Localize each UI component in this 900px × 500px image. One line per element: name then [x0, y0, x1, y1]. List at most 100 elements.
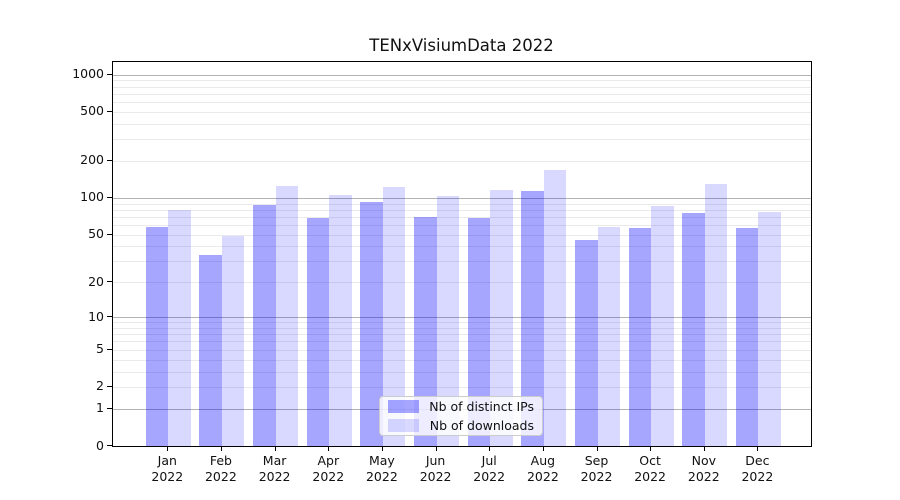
bar-downloads-jul	[490, 189, 513, 446]
x-tick-label-mar: Mar 2022	[258, 453, 291, 484]
y-tick-label: 10	[88, 308, 104, 324]
legend-item-distinct-ips: Nb of distinct IPs	[388, 399, 534, 414]
x-tick-mark	[703, 446, 705, 451]
gridline-minor	[113, 93, 811, 95]
y-tick-label: 0	[96, 437, 104, 453]
gridline-minor	[113, 216, 811, 218]
plot-area: Nb of distinct IPs Nb of downloads	[112, 61, 812, 447]
x-tick-mark	[167, 446, 169, 451]
x-tick-mark	[757, 446, 759, 451]
x-tick-mark	[650, 446, 652, 451]
gridline-minor	[113, 209, 811, 211]
x-tick-label-oct: Oct 2022	[634, 453, 666, 484]
bar-distinct-ips-feb	[199, 254, 222, 446]
y-tick-mark	[107, 159, 112, 161]
legend-swatch-distinct-ips	[388, 400, 419, 413]
gridline-minor	[113, 341, 811, 343]
x-tick-label-jun: Jun 2022	[419, 453, 452, 484]
y-tick-label: 1	[96, 399, 104, 415]
bar-downloads-nov	[704, 183, 728, 446]
chart-title: TENxVisiumData 2022	[369, 36, 554, 55]
x-tick-mark	[274, 446, 276, 451]
x-tick-mark	[542, 446, 544, 451]
bar-downloads-mar	[275, 185, 299, 446]
bar-downloads-feb	[221, 235, 245, 446]
bar-distinct-ips-aug	[521, 190, 544, 446]
gridline-minor	[113, 86, 811, 88]
x-tick-label-apr: Apr 2022	[312, 453, 345, 484]
legend-label-downloads: Nb of downloads	[429, 418, 534, 433]
gridline-minor	[113, 261, 811, 263]
gridline-minor	[113, 111, 811, 113]
bar-distinct-ips-may	[360, 202, 383, 446]
gridline-minor	[113, 334, 811, 336]
y-tick-mark	[107, 110, 112, 112]
y-tick-mark	[107, 348, 112, 350]
gridline-minor	[113, 102, 811, 103]
gridline-minor	[113, 139, 811, 141]
gridline-major	[113, 197, 811, 199]
y-tick-mark	[107, 316, 112, 318]
y-tick-label: 500	[80, 103, 104, 119]
bar-distinct-ips-apr	[306, 218, 330, 446]
bar-downloads-jan	[168, 209, 191, 446]
x-tick-label-may: May 2022	[365, 453, 398, 484]
bar-downloads-dec	[758, 211, 781, 446]
gridline-minor	[113, 203, 811, 205]
bar-downloads-apr	[329, 195, 352, 446]
bar-distinct-ips-jul	[467, 218, 491, 446]
legend-item-downloads: Nb of downloads	[388, 418, 534, 433]
legend-label-distinct-ips: Nb of distinct IPs	[429, 399, 534, 414]
gridline-minor	[113, 282, 811, 284]
x-tick-label-aug: Aug 2022	[526, 453, 559, 484]
bar-downloads-oct	[651, 205, 674, 446]
y-tick-mark	[107, 445, 112, 446]
y-tick-mark	[107, 73, 112, 75]
legend-swatch-downloads	[388, 419, 419, 432]
x-tick-mark	[489, 446, 491, 451]
x-tick-label-nov: Nov 2022	[687, 453, 720, 484]
gridline-minor	[113, 80, 811, 82]
y-tick-label: 50	[88, 225, 104, 241]
y-tick-label: 1000	[72, 65, 104, 81]
x-tick-mark	[381, 446, 383, 451]
legend: Nb of distinct IPs Nb of downloads	[379, 396, 543, 436]
x-tick-label-feb: Feb 2022	[204, 453, 237, 484]
gridline-minor	[113, 225, 811, 226]
x-tick-label-sep: Sep 2022	[580, 453, 613, 484]
gridline-minor	[113, 371, 811, 373]
y-tick-label: 200	[80, 152, 104, 168]
gridline-minor	[113, 349, 811, 351]
bar-downloads-jun	[436, 195, 460, 446]
gridline-minor	[113, 160, 811, 162]
gridline-minor	[113, 327, 811, 329]
bar-distinct-ips-jun	[414, 216, 437, 446]
bar-downloads-may	[382, 187, 406, 446]
x-tick-label-dec: Dec 2022	[741, 453, 774, 484]
y-tick-mark	[107, 385, 112, 387]
bar-downloads-aug	[543, 170, 567, 446]
bar-distinct-ips-mar	[253, 205, 276, 446]
bar-distinct-ips-sep	[575, 240, 598, 446]
gridline-minor	[113, 234, 811, 236]
x-tick-label-jan: Jan 2022	[151, 453, 184, 484]
x-tick-mark	[220, 446, 222, 451]
bar-distinct-ips-jan	[145, 226, 169, 446]
y-tick-label: 100	[80, 189, 104, 205]
gridline-minor	[113, 246, 811, 248]
x-tick-mark	[596, 446, 598, 451]
x-tick-mark	[328, 446, 330, 451]
bar-distinct-ips-oct	[628, 227, 652, 446]
bar-distinct-ips-nov	[682, 213, 705, 446]
gridline-minor	[113, 386, 811, 388]
y-tick-mark	[107, 281, 112, 283]
bar-distinct-ips-dec	[735, 227, 759, 446]
bar-downloads-sep	[597, 226, 620, 446]
x-tick-mark	[435, 446, 437, 451]
gridline-minor	[113, 123, 811, 125]
x-tick-label-jul: Jul 2022	[473, 453, 506, 484]
gridline-minor	[113, 322, 811, 324]
gridline-major	[113, 74, 811, 76]
gridline-minor	[113, 359, 811, 361]
